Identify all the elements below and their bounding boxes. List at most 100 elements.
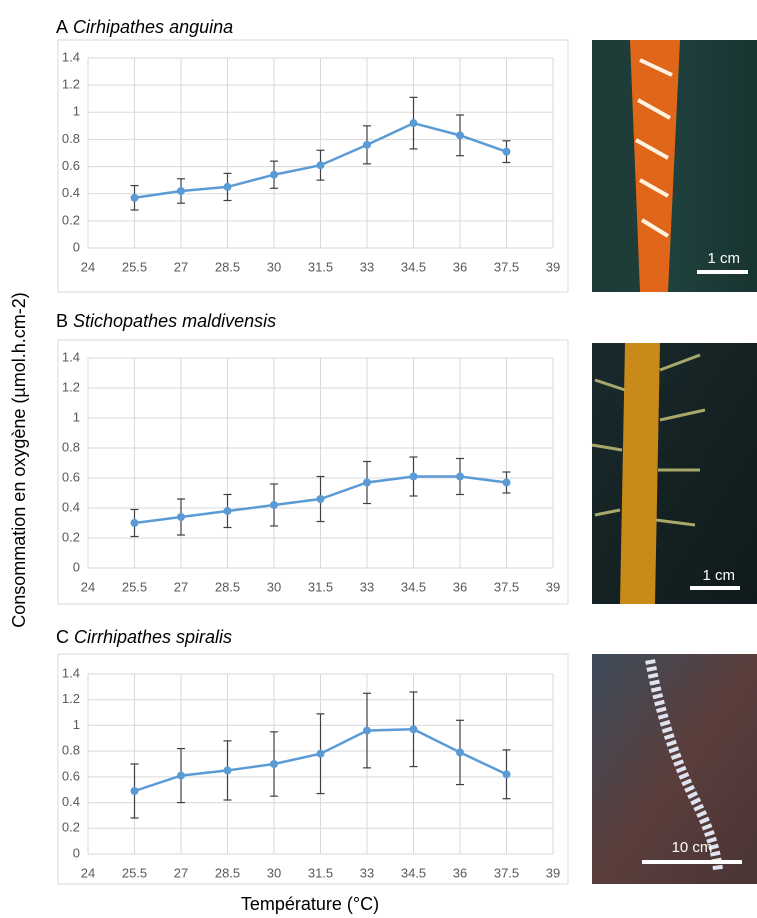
data-point [502, 147, 511, 156]
data-point [456, 472, 464, 481]
data-point [223, 182, 232, 191]
x-tick-label: 30 [267, 259, 281, 274]
x-tick-label: 36 [453, 865, 467, 880]
x-tick-label: 28.5 [215, 259, 240, 274]
x-tick-label: 28.5 [215, 865, 240, 880]
x-tick-label: 31.5 [308, 579, 333, 594]
x-tick-label: 39 [546, 865, 560, 880]
y-tick-label: 0.2 [62, 212, 80, 227]
chart-title: C Cirrhipathes spiralis [56, 627, 232, 647]
x-tick-label: 27 [174, 259, 188, 274]
data-point [177, 513, 185, 521]
x-tick-label: 37.5 [494, 259, 519, 274]
data-point [177, 187, 185, 195]
x-tick-label: 34.5 [401, 579, 426, 594]
x-tick-label: 36 [453, 259, 467, 274]
x-tick-label: 34.5 [401, 865, 426, 880]
species-name: Cirrhipathes spiralis [74, 627, 232, 647]
data-point [409, 119, 418, 128]
y-tick-label: 0.4 [62, 794, 80, 809]
y-tick-label: 0.4 [62, 499, 80, 514]
data-point [270, 170, 278, 179]
panel-letter: B [56, 311, 68, 331]
species-name: Cirhipathes anguina [73, 17, 233, 37]
y-tick-label: 1 [73, 409, 80, 424]
y-tick-label: 0.8 [62, 131, 80, 146]
y-tick-label: 1.2 [62, 691, 80, 706]
x-tick-label: 39 [546, 259, 560, 274]
data-point [130, 193, 139, 202]
y-tick-label: 1.4 [62, 349, 80, 364]
y-tick-label: 0.2 [62, 820, 80, 835]
y-tick-label: 0 [73, 845, 80, 860]
data-point [456, 748, 464, 757]
x-tick-label: 25.5 [122, 259, 147, 274]
data-point [316, 495, 325, 503]
data-point [270, 760, 278, 768]
x-tick-label: 27 [174, 579, 188, 594]
x-tick-label: 24 [81, 579, 95, 594]
y-axis-title: Consommation en oxygène (µmol.h.cm-2) [9, 292, 29, 628]
data-point [502, 478, 511, 487]
photo-a [592, 40, 757, 292]
x-tick-label: 33 [360, 865, 374, 880]
data-point [316, 749, 325, 758]
y-tick-label: 0.4 [62, 185, 80, 200]
data-point [130, 519, 139, 527]
data-point [177, 771, 185, 780]
scale-label: 10 cm [672, 839, 713, 856]
data-point [223, 766, 232, 775]
data-point [316, 161, 325, 170]
data-point [409, 725, 418, 734]
y-tick-label: 1 [73, 104, 80, 119]
x-tick-label: 33 [360, 259, 374, 274]
x-tick-label: 31.5 [308, 259, 333, 274]
data-point [456, 131, 464, 140]
y-tick-label: 0.6 [62, 158, 80, 173]
chart-frame [57, 39, 569, 293]
x-tick-label: 28.5 [215, 579, 240, 594]
y-tick-label: 1.2 [62, 379, 80, 394]
chart-title: A Cirhipathes anguina [56, 17, 233, 37]
scale-label: 1 cm [702, 567, 735, 584]
chart-title: B Stichopathes maldivensis [56, 311, 276, 331]
x-axis-title: Température (°C) [241, 894, 379, 914]
data-point [409, 472, 418, 481]
data-point [502, 770, 511, 779]
x-tick-label: 30 [267, 579, 281, 594]
y-tick-label: 1.2 [62, 77, 80, 92]
data-point [363, 140, 371, 149]
y-tick-label: 0 [73, 239, 80, 254]
chart-frame [57, 339, 569, 605]
y-tick-label: 0.2 [62, 529, 80, 544]
x-tick-label: 39 [546, 579, 560, 594]
y-tick-label: 1.4 [62, 49, 80, 64]
chart-frame [57, 653, 569, 885]
y-tick-label: 0.6 [62, 469, 80, 484]
data-point [130, 787, 139, 795]
y-tick-label: 1.4 [62, 665, 80, 680]
photo-c [592, 654, 757, 884]
x-tick-label: 25.5 [122, 579, 147, 594]
species-name: Stichopathes maldivensis [73, 311, 276, 331]
data-point [363, 478, 371, 487]
x-tick-label: 36 [453, 579, 467, 594]
scale-label: 1 cm [707, 250, 740, 267]
x-tick-label: 37.5 [494, 865, 519, 880]
x-tick-label: 31.5 [308, 865, 333, 880]
panel-letter: A [56, 17, 68, 37]
y-tick-label: 0.8 [62, 743, 80, 758]
data-point [270, 501, 278, 509]
y-tick-label: 0 [73, 559, 80, 574]
y-tick-label: 1 [73, 717, 80, 732]
data-point [363, 726, 371, 735]
x-tick-label: 37.5 [494, 579, 519, 594]
panel-letter: C [56, 627, 69, 647]
x-tick-label: 25.5 [122, 865, 147, 880]
x-tick-label: 27 [174, 865, 188, 880]
x-tick-label: 24 [81, 865, 95, 880]
data-point [223, 507, 232, 515]
x-tick-label: 33 [360, 579, 374, 594]
x-tick-label: 30 [267, 865, 281, 880]
